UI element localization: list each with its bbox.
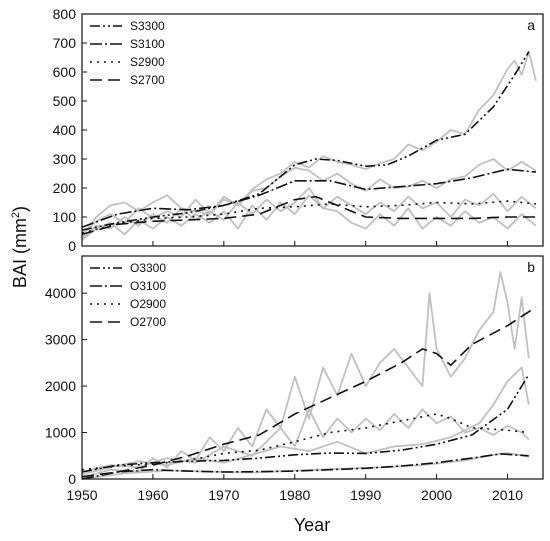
x-tick-label: 2000: [421, 487, 452, 503]
panel-a-y-tick-label: 700: [53, 35, 77, 51]
panel-b-trend-o2700: [81, 306, 537, 478]
panel-a-y-tick-label: 200: [53, 180, 77, 196]
x-tick-label: 1990: [350, 487, 381, 503]
x-tick-label: 1980: [279, 487, 310, 503]
panel-b-letter: b: [527, 259, 535, 275]
panel-b-raw-o3300: [81, 366, 530, 476]
panel-a-y-tick-label: 500: [53, 93, 77, 109]
panel-a-y-tick-label: 0: [68, 238, 76, 254]
y-axis-title: BAI (mm2): [10, 206, 30, 288]
panel-a-legend-label-s2900: S2900: [130, 55, 165, 69]
panel-a-y-tick-label: 300: [53, 151, 77, 167]
panel-a-trend-s2900: [81, 200, 536, 234]
panel-b-legend-label-o3300: O3300: [130, 261, 166, 275]
panel-b-trend-o3100: [81, 453, 529, 480]
panel-b-trend-o3300: [81, 374, 530, 473]
panel-b-y-tick-label: 4000: [45, 285, 76, 301]
panel-a-letter: a: [527, 17, 535, 33]
panel-a-trend-s3300: [81, 51, 530, 231]
panel-b-legend-label-o2700: O2700: [130, 315, 166, 329]
x-tick-label: 1970: [208, 487, 239, 503]
x-tick-label: 1950: [66, 487, 97, 503]
panel-a-y-tick-label: 600: [53, 64, 77, 80]
panel-a-trend-s2700: [81, 195, 536, 236]
panel-a-raw-s3100: [81, 158, 537, 238]
panel-b-y-tick-label: 0: [68, 471, 76, 487]
panel-a-legend-label-s3100: S3100: [130, 37, 165, 51]
panel-b-raw-o2900: [81, 408, 530, 473]
panel-a-trend-s3100: [81, 168, 536, 228]
panel-a-raw-s3300: [81, 50, 537, 236]
panel-a-legend-label-s2700: S2700: [130, 73, 165, 87]
panel-b-legend-label-o2900: O2900: [130, 297, 166, 311]
x-axis-title: Year: [294, 515, 330, 535]
panel-a-y-tick-label: 100: [53, 209, 77, 225]
panel-a-raw-s2700: [81, 194, 537, 241]
x-tick-label: 2010: [492, 487, 523, 503]
panel-a-legend-label-s3300: S3300: [130, 19, 165, 33]
panel-a-y-tick-label: 800: [53, 6, 77, 22]
panel-b-y-tick-label: 3000: [45, 332, 76, 348]
x-tick-label: 1960: [137, 487, 168, 503]
panel-b-raw-o3100: [81, 452, 529, 480]
panel-a-y-tick-label: 400: [53, 122, 77, 138]
panel-b-y-tick-label: 1000: [45, 425, 76, 441]
panel-b-frame: [81, 255, 544, 480]
panel-b-legend-label-o3100: O3100: [130, 279, 166, 293]
panel-b-y-tick-label: 2000: [45, 378, 76, 394]
